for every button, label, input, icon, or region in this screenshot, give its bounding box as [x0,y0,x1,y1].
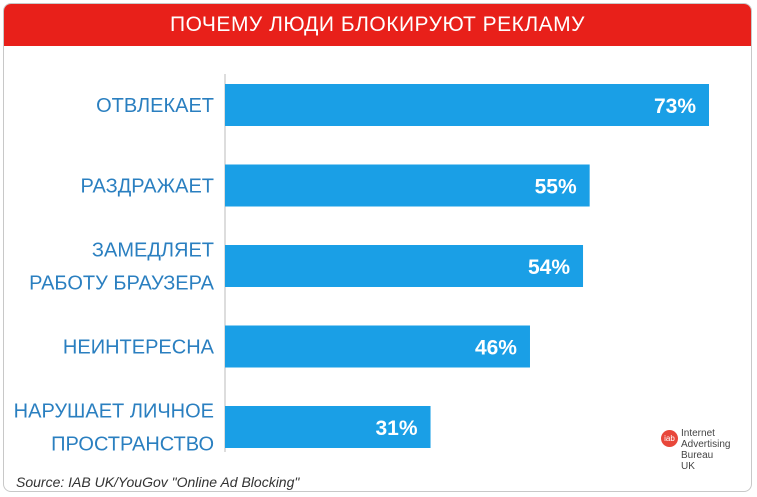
bar-value-label: 46% [475,337,517,360]
bar [225,84,709,126]
iab-logo-mark: iab [661,430,678,447]
chart-title: ПОЧЕМУ ЛЮДИ БЛОКИРУЮТ РЕКЛАМУ [4,4,751,46]
bar-value-label: 54% [528,256,570,279]
category-label: РАБОТУ БРАУЗЕРА [29,273,215,295]
bar [225,245,584,287]
bar-chart: 73% ОТВЛЕКАЕТ 55% РАЗДРАЖАЕТ 54% ЗАМЕДЛЯЕТ РАБ… [14,74,709,456]
iab-logo-line: Bureau [681,450,714,461]
category-label: ПРОСТРАНСТВО [51,434,214,456]
bar [225,325,530,368]
bars-group: 73% ОТВЛЕКАЕТ 55% РАЗДРАЖАЕТ 54% ЗАМЕДЛЯЕТ РАБ… [14,84,709,456]
iab-logo-text: Internet Advertising Bureau UK [681,428,730,472]
category-label: НАРУШАЕТ ЛИЧНОЕ [14,401,214,423]
iab-logo-line: Internet [681,428,715,439]
iab-logo-line: UK [681,461,695,472]
category-label: НЕИНТЕРЕСНА [63,337,215,359]
iab-logo: iab Internet Advertising Bureau UK [661,428,730,472]
chart-frame: ПОЧЕМУ ЛЮДИ БЛОКИРУЮТ РЕКЛАМУ 73% ОТВЛЕКА… [3,3,752,492]
bar-value-label: 55% [535,176,577,199]
iab-logo-line: Advertising [681,439,731,450]
bar-value-label: 31% [376,417,418,440]
bar [225,164,590,207]
category-label: ОТВЛЕКАЕТ [96,95,214,117]
category-label: ЗАМЕДЛЯЕТ [92,240,214,262]
bar-value-label: 73% [654,95,696,118]
category-label: РАЗДРАЖАЕТ [81,176,214,198]
source-note: Source: IAB UK/YouGov "Online Ad Blockin… [16,474,300,490]
bar [225,406,431,448]
